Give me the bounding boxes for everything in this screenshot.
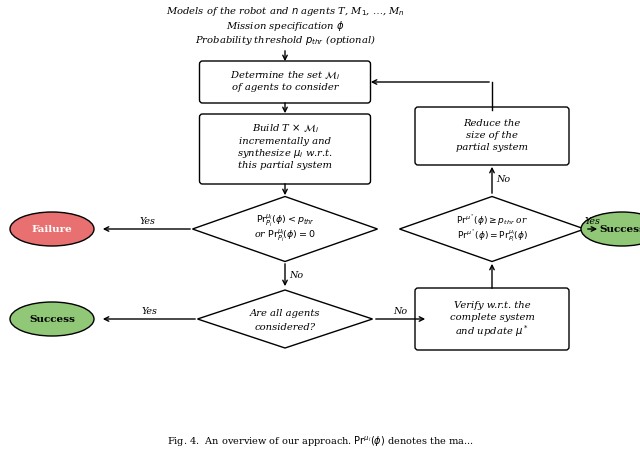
Text: Success: Success [29,315,75,324]
Text: of agents to consider: of agents to consider [232,84,339,93]
Text: Yes: Yes [584,217,600,226]
Text: No: No [289,271,303,280]
Text: $\mathrm{Pr}^{\mu_i}_{P_i}(\phi) < p_{thr}$: $\mathrm{Pr}^{\mu_i}_{P_i}(\phi) < p_{th… [255,212,314,230]
Text: No: No [393,307,407,316]
Text: incrementally and: incrementally and [239,137,331,145]
FancyBboxPatch shape [200,114,371,184]
Text: $\mathrm{Pr}^{\mu^*}(\phi) \geq p_{thr}$ or: $\mathrm{Pr}^{\mu^*}(\phi) \geq p_{thr}$… [456,212,528,228]
Text: Probability threshold $p_{thr}$ (optional): Probability threshold $p_{thr}$ (optiona… [195,33,376,47]
Polygon shape [198,290,372,348]
Text: Yes: Yes [141,307,157,316]
Ellipse shape [10,302,94,336]
Ellipse shape [10,212,94,246]
Text: size of the: size of the [466,132,518,140]
Text: Failure: Failure [31,224,72,233]
Polygon shape [193,197,378,262]
Polygon shape [399,197,584,262]
Text: Build T $\times$ $\mathcal{M}_i$: Build T $\times$ $\mathcal{M}_i$ [252,123,319,135]
Text: Determine the set $\mathcal{M}_i$: Determine the set $\mathcal{M}_i$ [230,69,340,82]
Text: considered?: considered? [255,322,316,331]
Text: Are all agents: Are all agents [250,309,320,317]
Text: partial system: partial system [456,143,528,153]
Text: Fig. 4.  An overview of our approach. $\mathrm{Pr}^{\mu_i}(\phi)$ denotes the ma: Fig. 4. An overview of our approach. $\m… [166,435,474,449]
Text: Models of the robot and $n$ agents T, M$_1$, $\ldots$, M$_n$: Models of the robot and $n$ agents T, M$… [166,5,404,19]
Text: and update $\mu^*$: and update $\mu^*$ [455,323,529,339]
Text: Success: Success [599,224,640,233]
Text: this partial system: this partial system [238,161,332,169]
Text: synthesize $\mu_i$ w.r.t.: synthesize $\mu_i$ w.r.t. [237,147,333,159]
Text: Reduce the: Reduce the [463,119,520,128]
Text: Verify w.r.t. the: Verify w.r.t. the [454,301,531,310]
FancyBboxPatch shape [415,288,569,350]
FancyBboxPatch shape [415,107,569,165]
Text: or $\mathrm{Pr}^{\mu_i}_{P_i}(\phi) = 0$: or $\mathrm{Pr}^{\mu_i}_{P_i}(\phi) = 0$ [254,227,316,245]
Text: Mission specification $\phi$: Mission specification $\phi$ [226,19,344,33]
Text: $\mathrm{Pr}^{\mu^*}(\phi) = \mathrm{Pr}^{\mu_i}_{P_i}(\phi)$: $\mathrm{Pr}^{\mu^*}(\phi) = \mathrm{Pr}… [456,227,527,244]
Ellipse shape [581,212,640,246]
FancyBboxPatch shape [200,61,371,103]
Text: Yes: Yes [139,217,155,227]
Text: complete system: complete system [449,314,534,322]
Text: No: No [496,176,510,184]
